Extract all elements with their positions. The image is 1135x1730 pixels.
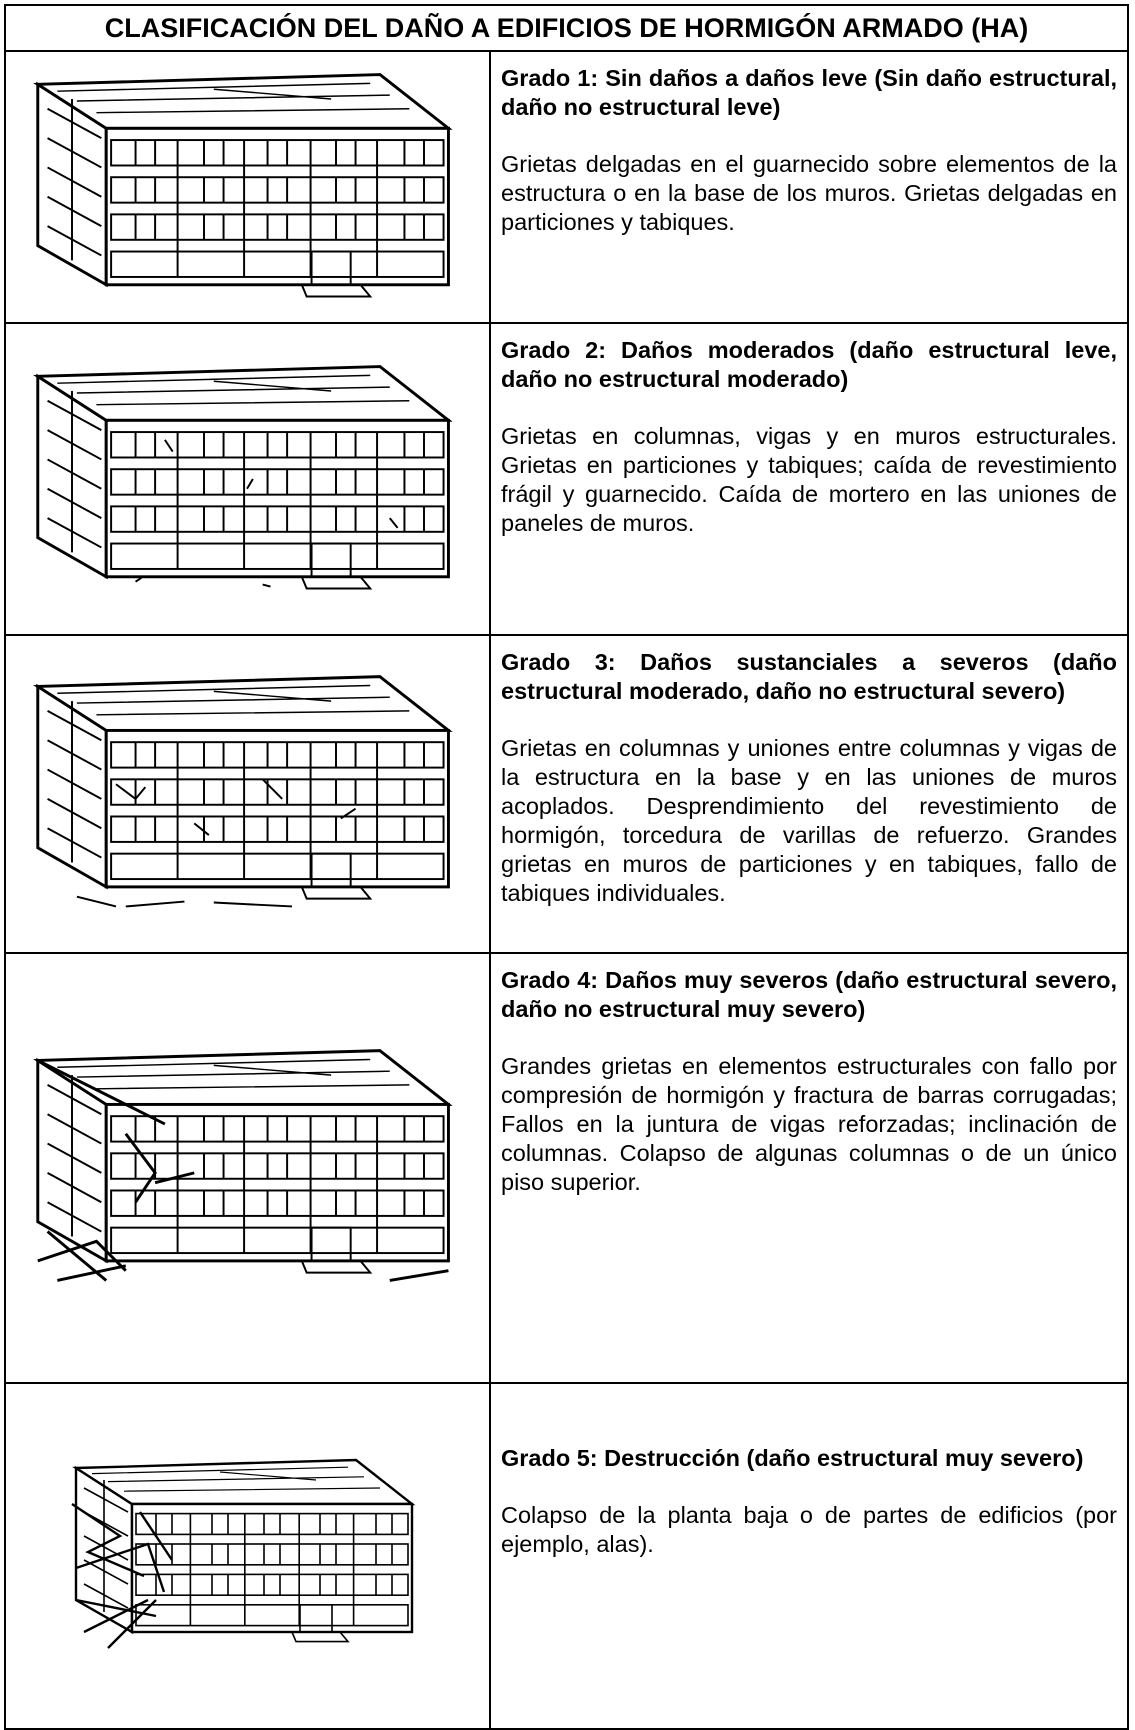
- table-row: Grado 4: Daños muy severos (daño estruct…: [6, 954, 1127, 1384]
- building-illustration: [35, 73, 450, 298]
- grade-description: Grietas en columnas, vigas y en muros es…: [501, 423, 1117, 536]
- image-cell: [6, 324, 491, 634]
- building-illustration: [70, 1458, 413, 1649]
- grade-description: Grandes grietas en elementos estructural…: [501, 1053, 1117, 1195]
- grade-description: Grietas en columnas y uniones entre colu…: [501, 735, 1117, 906]
- image-cell: [6, 52, 491, 322]
- table-row: Grado 3: Daños sustanciales a severos (d…: [6, 636, 1127, 954]
- grade-heading: Grado 5: Destrucción (daño estructural m…: [501, 1445, 1084, 1471]
- image-cell: [6, 636, 491, 952]
- text-cell: Grado 2: Daños moderados (daño estructur…: [491, 324, 1127, 634]
- grade-heading: Grado 2: Daños moderados (daño estructur…: [501, 337, 1117, 392]
- text-cell: Grado 3: Daños sustanciales a severos (d…: [491, 636, 1127, 952]
- text-cell: Grado 5: Destrucción (daño estructural m…: [491, 1384, 1127, 1728]
- image-cell: [6, 954, 491, 1382]
- text-cell: Grado 4: Daños muy severos (daño estruct…: [491, 954, 1127, 1382]
- building-illustration: [35, 1049, 450, 1282]
- text-cell: Grado 1: Sin daños a daños leve (Sin dañ…: [491, 52, 1127, 322]
- grade-description: Colapso de la planta baja o de partes de…: [501, 1502, 1117, 1557]
- table: CLASIFICACIÓN DEL DAÑO A EDIFICIOS DE HO…: [4, 4, 1129, 1730]
- building-illustration: [35, 675, 450, 908]
- table-row: Grado 5: Destrucción (daño estructural m…: [6, 1384, 1127, 1728]
- image-cell: [6, 1384, 491, 1728]
- table-title: CLASIFICACIÓN DEL DAÑO A EDIFICIOS DE HO…: [6, 6, 1127, 52]
- grade-heading: Grado 4: Daños muy severos (daño estruct…: [501, 967, 1117, 1022]
- table-row: Grado 2: Daños moderados (daño estructur…: [6, 324, 1127, 636]
- grade-heading: Grado 1: Sin daños a daños leve (Sin dañ…: [501, 65, 1117, 120]
- building-illustration: [35, 365, 450, 590]
- grade-heading: Grado 3: Daños sustanciales a severos (d…: [501, 649, 1117, 704]
- table-row: Grado 1: Sin daños a daños leve (Sin dañ…: [6, 52, 1127, 324]
- grade-description: Grietas delgadas en el guarnecido sobre …: [501, 151, 1117, 235]
